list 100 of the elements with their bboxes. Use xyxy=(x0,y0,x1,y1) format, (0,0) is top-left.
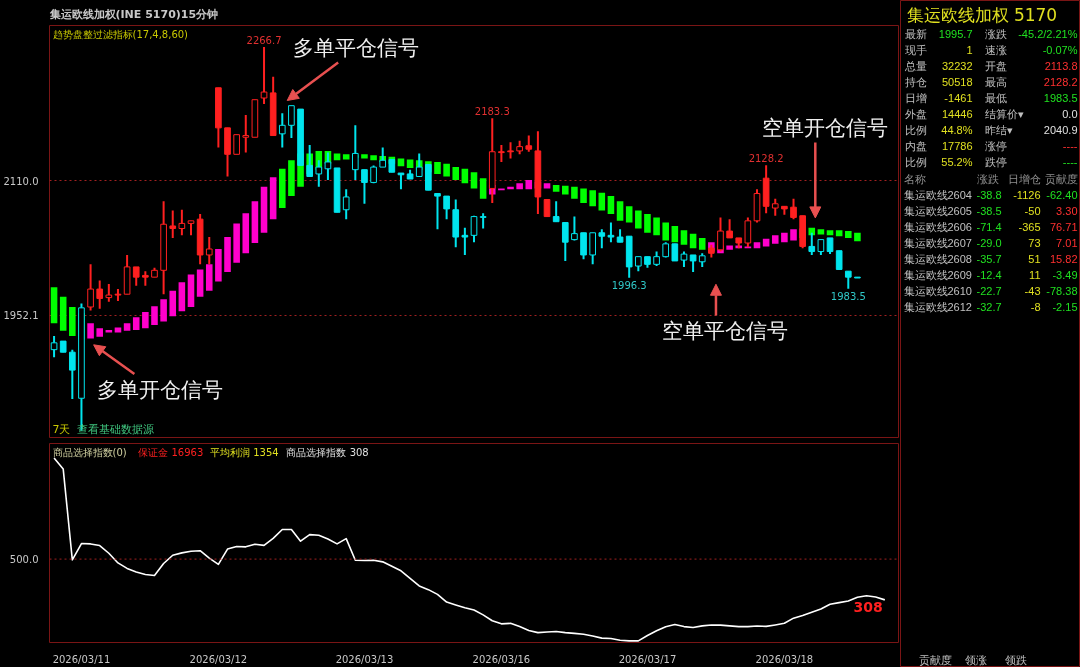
text: -12.4 xyxy=(976,268,1002,281)
text: 7.01 xyxy=(1056,236,1078,249)
text: 1983.5 xyxy=(1043,91,1078,104)
text: 73 xyxy=(1028,236,1041,249)
text: 11 xyxy=(1029,268,1041,281)
text: 2113.8 xyxy=(1044,59,1078,72)
text: 1995.7 xyxy=(938,27,973,40)
x-tick-label: 2026/03/18 xyxy=(755,653,814,665)
text: 集运欧线2605 xyxy=(903,204,972,217)
text: 涨停 xyxy=(984,139,1007,152)
text: 贡献度 xyxy=(919,653,952,667)
text: -71.4 xyxy=(976,220,1002,233)
text: 集运欧线2608 xyxy=(903,252,972,265)
text: -35.7 xyxy=(976,252,1002,265)
text: 结算价▾ xyxy=(984,107,1024,120)
text: -43 xyxy=(1024,284,1041,297)
text: -38.8 xyxy=(976,188,1002,201)
text: -38.5 xyxy=(976,204,1002,217)
text: 2128.2 xyxy=(1043,75,1078,88)
text: 44.8% xyxy=(941,123,973,136)
text: -50 xyxy=(1024,204,1041,217)
annotation: 2128.2 xyxy=(748,153,784,165)
text: -8 xyxy=(1030,300,1041,313)
text: 集运欧线2609 xyxy=(903,268,972,281)
text: 14446 xyxy=(941,107,973,120)
text: ---- xyxy=(1062,139,1078,152)
text: 55.2% xyxy=(941,155,973,168)
annotation: 空单平仓信号 xyxy=(662,319,789,344)
text: -3.49 xyxy=(1052,268,1078,281)
text: ---- xyxy=(1062,155,1078,168)
text: 商品选择指数 308 xyxy=(286,446,369,458)
text: 平均利润 1354 xyxy=(210,446,279,458)
text: 跌停 xyxy=(984,155,1007,168)
x-tick-label: 2026/03/11 xyxy=(52,653,111,665)
text: -0.07% xyxy=(1042,43,1078,56)
text: 总量 xyxy=(903,59,927,72)
text: 比例 xyxy=(904,123,927,136)
annotation: 1996.3 xyxy=(611,279,647,291)
text: 0.0 xyxy=(1062,107,1078,120)
annotation: 多单开仓信号 xyxy=(96,377,223,402)
text: 2040.9 xyxy=(1043,123,1078,136)
text: 500.0 xyxy=(9,554,39,566)
annotation: 2183.3 xyxy=(474,106,510,118)
annotation: 7天 xyxy=(52,422,71,436)
text: 涨跌 xyxy=(984,27,1007,40)
text: -32.7 xyxy=(976,300,1002,313)
text: 集运欧线2604 xyxy=(903,188,972,201)
text: -2.15 xyxy=(1052,300,1078,313)
annotation: 1983.5 xyxy=(830,290,866,302)
text: 持仓 xyxy=(904,75,927,88)
text: 涨跌 xyxy=(976,172,999,185)
chart-title: 商品选择指数(0) xyxy=(52,446,127,458)
text: 保证金 16963 xyxy=(138,446,204,458)
text: 17786 xyxy=(941,139,973,152)
text: -22.7 xyxy=(976,284,1002,297)
text: 名称 xyxy=(903,172,926,185)
text: -1461 xyxy=(944,91,973,104)
y-tick-label: 2110.0 xyxy=(3,175,39,187)
text: 外盘 xyxy=(904,107,927,120)
annotation: 查看基础数据源 xyxy=(77,422,154,436)
text: 比例 xyxy=(904,155,927,168)
text: 3.30 xyxy=(1056,204,1078,217)
chart-title: 集运欧线加权(INE 5170)15分钟 xyxy=(48,7,219,21)
annotation: 多单平仓信号 xyxy=(292,36,419,61)
x-tick-label: 2026/03/17 xyxy=(618,653,677,665)
text: 集运欧线2612 xyxy=(903,300,972,313)
text: 现手 xyxy=(904,43,927,56)
text: 32232 xyxy=(941,59,973,72)
text: -45.2/2.21% xyxy=(1018,27,1078,40)
text: -29.0 xyxy=(976,236,1002,249)
x-tick-label: 2026/03/12 xyxy=(189,653,248,665)
text: 开盘 xyxy=(984,59,1007,72)
y-tick-label: 1952.1 xyxy=(3,310,39,322)
text: 集运欧线2610 xyxy=(903,284,972,297)
annotation: 空单开仓信号 xyxy=(762,116,889,141)
text: 内盘 xyxy=(904,139,927,152)
text: 76.71 xyxy=(1049,220,1078,233)
text: 最低 xyxy=(984,91,1007,104)
text: 集运欧线2606 xyxy=(903,220,972,233)
chart-subtitle: 趋势盘整过滤指标(17,4,8,60) xyxy=(52,28,189,40)
x-tick-label: 2026/03/16 xyxy=(472,653,531,665)
text: -1126 xyxy=(1013,188,1041,201)
text: 贡献度 xyxy=(1044,172,1078,186)
text: 51 xyxy=(1028,252,1041,265)
text: 1 xyxy=(966,43,973,56)
text: 最新 xyxy=(904,27,927,40)
text: 50518 xyxy=(941,75,973,88)
text: 日增 xyxy=(904,91,927,104)
text: -78.38 xyxy=(1046,284,1078,297)
text: 领跌 xyxy=(1004,653,1027,666)
text: 昨结▾ xyxy=(984,123,1013,136)
text: 速涨 xyxy=(984,43,1007,56)
text: 集运欧线2607 xyxy=(903,236,972,249)
text: -365 xyxy=(1018,220,1041,233)
text: 最高 xyxy=(984,75,1007,88)
x-tick-label: 2026/03/13 xyxy=(335,653,394,665)
annotation: 2266.7 xyxy=(246,35,282,47)
text: -62.40 xyxy=(1046,188,1078,201)
text: 集运欧线加权 5170 xyxy=(906,4,1058,25)
text: 15.82 xyxy=(1049,252,1078,265)
